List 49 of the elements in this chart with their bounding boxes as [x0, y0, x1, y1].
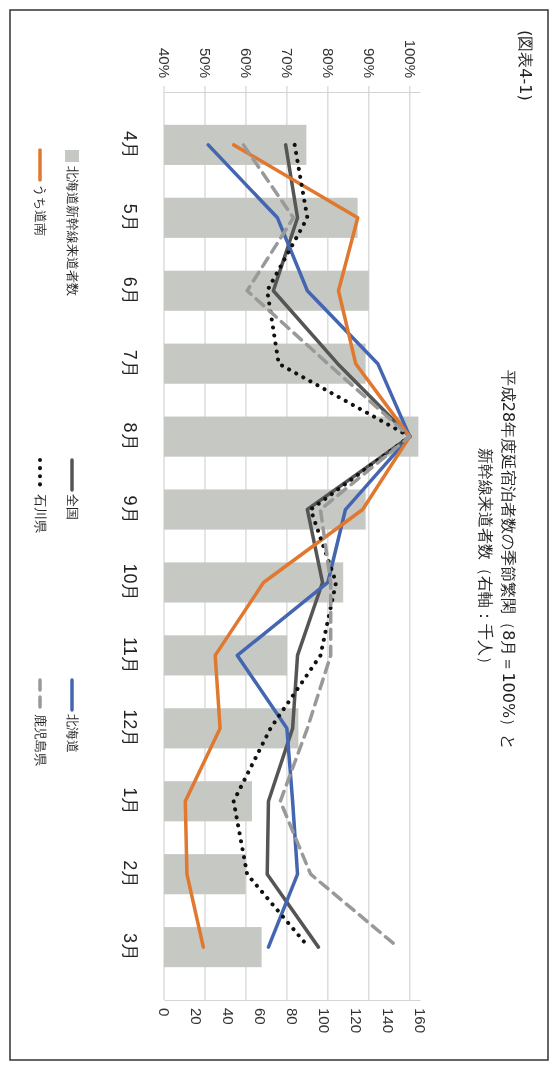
x-tick-label: 100 — [316, 1008, 333, 1034]
legend-label: 全国 — [64, 494, 80, 520]
y-tick-label: 6月 — [120, 276, 140, 305]
y-tick-label: 5月 — [120, 203, 140, 232]
x2-tick-label: 90% — [360, 47, 378, 78]
x-tick-label: 140 — [380, 1008, 397, 1034]
bar — [164, 416, 419, 457]
legend-label: 石川県 — [32, 494, 48, 533]
bar — [164, 708, 299, 749]
x2-tick-label: 80% — [319, 47, 337, 78]
bar — [164, 270, 369, 311]
bar — [164, 124, 307, 165]
x2-tick-label: 100% — [401, 39, 419, 78]
y-tick-label: 10月 — [120, 563, 140, 602]
x2-tick-label: 70% — [278, 47, 296, 78]
legend-label: うち道南 — [32, 184, 48, 236]
x-tick-label: 160 — [412, 1008, 429, 1034]
x-tick-label: 80 — [284, 1008, 301, 1025]
bar — [164, 489, 366, 530]
y-tick-label: 2月 — [120, 860, 140, 889]
x-tick-label: 0 — [156, 1008, 173, 1017]
y-tick-label: 9月 — [120, 495, 140, 524]
x2-tick-label: 40% — [156, 47, 173, 78]
y-tick-label: 1月 — [120, 787, 140, 816]
x2-tick-label: 60% — [237, 47, 255, 78]
y-tick-label: 3月 — [120, 933, 140, 962]
x-tick-label: 40 — [220, 1008, 237, 1025]
x-tick-label: 60 — [252, 1008, 269, 1025]
y-tick-label: 12月 — [120, 709, 140, 748]
legend-label: 北海道 — [64, 714, 80, 753]
bar — [164, 197, 358, 238]
x2-tick-label: 50% — [196, 47, 214, 78]
bar — [164, 343, 366, 384]
bar — [164, 562, 344, 603]
text: 平成28年度延宿泊者数の季節繁閑（8月＝100%）と — [498, 369, 518, 751]
bar — [164, 635, 288, 676]
bar — [164, 854, 246, 895]
y-tick-label: 4月 — [120, 130, 140, 159]
legend-label: 北海道新幹線来道者数 — [64, 166, 80, 296]
legend-label: 鹿児島県 — [32, 714, 48, 766]
bar — [164, 781, 252, 822]
y-tick-label: 11月 — [120, 637, 140, 674]
y-tick-label: 8月 — [120, 422, 140, 451]
y-tick-label: 7月 — [120, 349, 140, 378]
x-tick-label: 20 — [188, 1008, 205, 1025]
bar — [164, 927, 262, 968]
x-tick-label: 120 — [348, 1008, 365, 1034]
text: 新幹線来道者数（右軸：千人） — [475, 448, 495, 672]
text: (図表4-1) — [515, 30, 535, 101]
